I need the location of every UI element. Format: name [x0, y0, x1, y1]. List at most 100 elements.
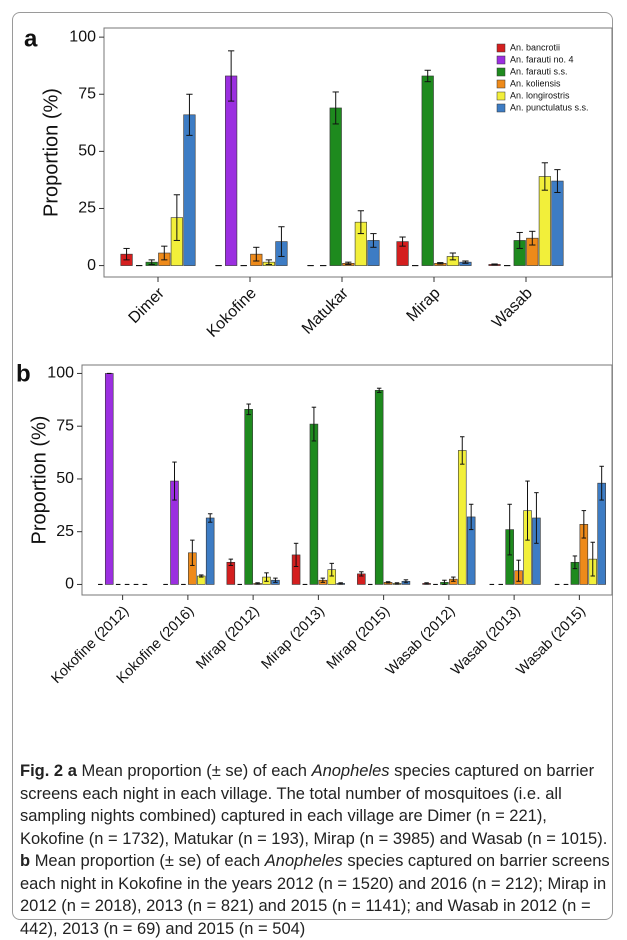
y-tick-label: 75	[78, 85, 96, 102]
error-bar	[529, 230, 536, 246]
figure: a Proportion (%) 0 25 50 75 100 Dimer Kokofine Ma…	[16, 25, 613, 687]
error-bar	[385, 581, 391, 584]
y-tick-label: 50	[56, 470, 74, 487]
error-bar	[278, 226, 285, 257]
error-bar	[293, 542, 299, 568]
error-bar	[123, 247, 130, 261]
error-bar	[148, 259, 155, 265]
legend-label: An. bancrotii	[510, 42, 560, 52]
error-bar	[437, 262, 444, 265]
error-bar	[228, 558, 234, 566]
error-bar	[190, 539, 195, 566]
y-tick-label: 100	[47, 365, 74, 382]
bar	[329, 107, 342, 266]
error-bar	[572, 555, 578, 570]
error-bar	[525, 480, 530, 541]
figure-label: Fig. 2	[20, 762, 64, 780]
error-bar	[186, 93, 193, 136]
legend-swatch	[496, 55, 506, 65]
legend-label: An. koliensis	[510, 78, 561, 88]
error-bar	[599, 465, 604, 501]
error-bar	[424, 69, 431, 83]
error-bar	[332, 91, 339, 125]
bar	[309, 423, 319, 585]
y-axis-label: Proportion (%)	[28, 416, 50, 545]
bar	[205, 517, 215, 585]
legend-swatch	[496, 67, 506, 77]
error-bar	[403, 579, 409, 584]
caption-species: Anopheles	[311, 762, 390, 780]
error-bar	[345, 261, 352, 265]
bar	[374, 390, 384, 585]
x-tick-label: Mirap	[403, 285, 443, 325]
error-bar	[534, 492, 539, 544]
plot-frame	[103, 27, 613, 278]
error-bar	[199, 574, 204, 578]
plot-frame	[81, 364, 613, 596]
error-bar	[265, 259, 273, 265]
y-tick-label: 100	[69, 28, 96, 45]
error-bar	[516, 231, 523, 249]
error-bar	[359, 571, 364, 577]
error-bar	[320, 577, 326, 583]
bar	[104, 373, 114, 585]
y-tick-label: 0	[65, 576, 74, 593]
error-bar	[554, 169, 561, 193]
error-bar	[516, 559, 521, 582]
error-bar	[424, 582, 429, 585]
error-bar	[357, 210, 365, 235]
bar	[225, 75, 238, 266]
legend-label: An. farauti s.s.	[510, 66, 568, 76]
error-bar	[207, 513, 213, 523]
error-bar	[451, 576, 456, 582]
bar	[457, 450, 467, 585]
error-bar	[253, 246, 260, 262]
y-tick-label: 0	[87, 257, 96, 274]
caption-text: Mean proportion (± se) of each	[81, 762, 307, 780]
error-bar	[172, 461, 177, 501]
error-bar	[338, 582, 343, 585]
bar	[244, 409, 253, 585]
x-tick-label: Wasab	[489, 285, 536, 332]
legend-swatch	[496, 103, 506, 113]
legend-label: An. punctulatus s.s.	[510, 102, 589, 112]
error-bar	[399, 236, 406, 247]
y-axis-label: Proportion (%)	[40, 88, 62, 217]
error-bar	[273, 577, 278, 583]
error-bar	[507, 503, 512, 556]
legend-swatch	[496, 43, 506, 53]
error-bar	[376, 387, 382, 393]
error-bar	[541, 162, 549, 191]
caption-species: Anopheles	[264, 852, 343, 870]
legend-box	[493, 42, 611, 120]
x-tick-label: Dimer	[126, 284, 169, 327]
error-bar	[227, 50, 235, 102]
error-bar	[491, 263, 498, 266]
bar	[183, 114, 196, 266]
error-bar	[462, 260, 469, 264]
caption-text: species captured on barrier screens each…	[20, 852, 610, 938]
caption-text: species captured on barrier screens each…	[20, 762, 608, 848]
legend-label: An. longirostris	[510, 90, 570, 100]
error-bar	[468, 503, 474, 531]
legend-swatch	[496, 79, 506, 89]
caption-panel-label: b	[20, 852, 31, 870]
x-tick-label: Mirap (2012)	[193, 603, 262, 672]
caption-text: Mean proportion (± se) of each	[34, 852, 261, 870]
y-tick-label: 50	[78, 143, 96, 160]
x-tick-label: Wasab (2015)	[514, 603, 589, 678]
legend-swatch	[496, 91, 506, 101]
error-bar	[581, 510, 587, 539]
error-bar	[460, 436, 465, 465]
bar	[421, 75, 434, 266]
error-bar	[255, 582, 260, 585]
error-bar	[264, 572, 269, 582]
error-bar	[442, 579, 447, 585]
legend-label: An. farauti no. 4	[510, 54, 574, 64]
error-bar	[173, 194, 181, 241]
caption: Fig. 2 a Mean proportion (± se) of each …	[20, 760, 610, 940]
y-tick-label: 25	[78, 200, 96, 217]
x-tick-label: Mirap (2015)	[324, 603, 393, 672]
error-bar	[311, 406, 317, 442]
